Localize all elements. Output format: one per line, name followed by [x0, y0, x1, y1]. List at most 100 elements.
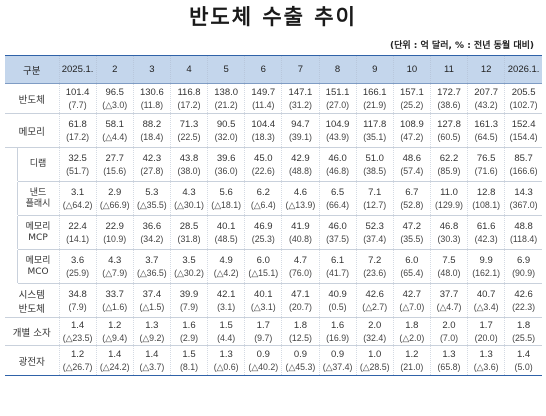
row-label: 디램: [17, 147, 60, 182]
cell-value: 7.2: [368, 254, 382, 266]
cell-yoy-change: (△2.7): [362, 301, 388, 312]
cell-yoy-change: (90.9): [512, 267, 536, 278]
cell-value: 1.6: [330, 319, 345, 331]
cell-yoy-change: (△18.1): [211, 199, 242, 210]
cell-yoy-change: (367.0): [509, 199, 538, 210]
data-cell: 9.9 (162.1): [467, 249, 506, 284]
cell-value: 1.5: [219, 319, 233, 331]
data-cell: 108.9 (47.2): [393, 113, 431, 148]
cell-yoy-change: (△6.4): [250, 199, 276, 210]
header-category: 구분: [5, 55, 60, 84]
data-cell: 6.7 (52.8): [393, 181, 431, 216]
data-cell: 48.6 (57.4): [393, 147, 431, 182]
data-cell: 5.3 (△35.5): [133, 181, 171, 216]
indent-spacer: [5, 215, 18, 250]
cell-value: 6.9: [516, 254, 531, 266]
data-cell: 62.2 (85.9): [430, 147, 469, 182]
data-cell: 0.9 (△40.2): [244, 345, 283, 376]
cell-yoy-change: (△4.4): [102, 131, 128, 142]
data-cell: 48.8 (118.4): [504, 215, 542, 250]
data-cell: 40.1 (△3.1): [244, 283, 283, 318]
cell-yoy-change: (85.9): [437, 165, 461, 176]
cell-value: 4.7: [293, 254, 308, 266]
cell-value: 1.8: [405, 319, 419, 331]
cell-value: 33.7: [105, 288, 124, 300]
cell-value: 1.3: [442, 348, 456, 360]
data-cell: 1.8 (25.5): [504, 317, 542, 346]
cell-yoy-change: (△3.6): [473, 361, 499, 372]
cell-value: 1.3: [145, 319, 159, 331]
data-cell: 6.5 (66.4): [319, 181, 357, 216]
header-month: 7: [281, 55, 320, 84]
cell-yoy-change: (7.7): [68, 99, 87, 110]
data-cell: 40.1 (48.5): [207, 215, 246, 250]
cell-value: 172.7: [437, 86, 461, 98]
data-cell: 14.3 (367.0): [504, 181, 542, 216]
data-cell: 39.6 (36.0): [207, 147, 246, 182]
cell-yoy-change: (31.8): [177, 233, 201, 244]
table-row: 개별 소자 1.4 (△23.5) 1.2 (△9.4) 1.3 (△9.2) 1.6 (2.9…: [5, 317, 542, 346]
data-cell: 104.9 (43.9): [319, 113, 357, 148]
cell-value: 94.7: [291, 118, 310, 130]
cell-value: 85.7: [514, 152, 533, 164]
cell-value: 130.6: [139, 86, 164, 98]
cell-value: 88.2: [142, 118, 162, 130]
cell-yoy-change: (23.6): [363, 267, 387, 278]
data-cell: 3.1 (△64.2): [59, 181, 97, 216]
data-cell: 149.7 (11.4): [244, 83, 283, 114]
header-month: 2026.1.: [504, 55, 542, 84]
cell-value: 7.5: [442, 254, 456, 266]
cell-value: 39.9: [179, 288, 199, 300]
cell-value: 11.0: [440, 186, 458, 198]
cell-value: 46.0: [328, 152, 347, 164]
cell-value: 96.5: [105, 86, 124, 98]
cell-yoy-change: (△30.1): [174, 199, 204, 210]
cell-value: 117.8: [363, 118, 387, 130]
data-cell: 6.9 (90.9): [504, 249, 542, 284]
data-cell: 90.5 (32.0): [207, 113, 246, 148]
cell-yoy-change: (△36.5): [136, 267, 167, 278]
cell-yoy-change: (12.7): [363, 199, 387, 210]
data-cell: 94.7 (39.1): [281, 113, 320, 148]
data-cell: 36.6 (34.2): [133, 215, 171, 250]
cell-value: 41.9: [291, 220, 310, 232]
cell-value: 1.0: [368, 348, 382, 360]
cell-yoy-change: (27.0): [326, 99, 350, 110]
data-cell: 6.1 (41.7): [319, 249, 357, 284]
data-cell: 51.0 (38.5): [356, 147, 394, 182]
cell-yoy-change: (△66.9): [99, 199, 130, 210]
cell-value: 76.5: [476, 152, 496, 164]
cell-value: 90.5: [216, 118, 236, 130]
cell-yoy-change: (9.7): [254, 332, 273, 343]
cell-yoy-change: (7.9): [68, 301, 87, 312]
data-cell: 37.4 (△1.5): [133, 283, 171, 318]
cell-yoy-change: (20.0): [474, 332, 498, 343]
cell-value: 6.7: [405, 186, 419, 198]
cell-value: 12.8: [476, 186, 496, 198]
cell-yoy-change: (△37.4): [322, 361, 353, 372]
cell-yoy-change: (36.0): [214, 165, 238, 176]
data-cell: 42.3 (27.8): [133, 147, 171, 182]
cell-value: 52.3: [365, 220, 384, 232]
cell-value: 14.3: [514, 186, 533, 198]
cell-yoy-change: (27.8): [140, 165, 164, 176]
table-row: 메모리 61.8 (17.2) 58.1 (△4.4) 88.2 (18.4) 71.3 (22…: [5, 113, 542, 148]
cell-value: 45.0: [254, 152, 273, 164]
cell-value: 58.1: [105, 118, 124, 130]
cell-value: 27.7: [105, 152, 124, 164]
data-cell: 22.9 (10.9): [96, 215, 134, 250]
data-cell: 43.8 (38.0): [170, 147, 209, 182]
cell-yoy-change: (71.6): [474, 165, 498, 176]
cell-value: 127.8: [437, 118, 461, 130]
data-cell: 28.5 (31.8): [170, 215, 209, 250]
cell-yoy-change: (△3.4): [473, 301, 499, 312]
indent-spacer: [5, 147, 18, 182]
unit-note: (단위 : 억 달러, % : 전년 동월 대비): [389, 41, 534, 51]
cell-yoy-change: (11.4): [252, 99, 275, 110]
data-cell: 1.4 (△3.7): [133, 345, 171, 376]
cell-yoy-change: (18.3): [251, 131, 275, 142]
cell-yoy-change: (40.8): [288, 233, 312, 244]
cell-yoy-change: (7.0): [439, 332, 459, 343]
cell-yoy-change: (△7.0): [399, 301, 425, 312]
cell-yoy-change: (△9.4): [102, 332, 128, 343]
